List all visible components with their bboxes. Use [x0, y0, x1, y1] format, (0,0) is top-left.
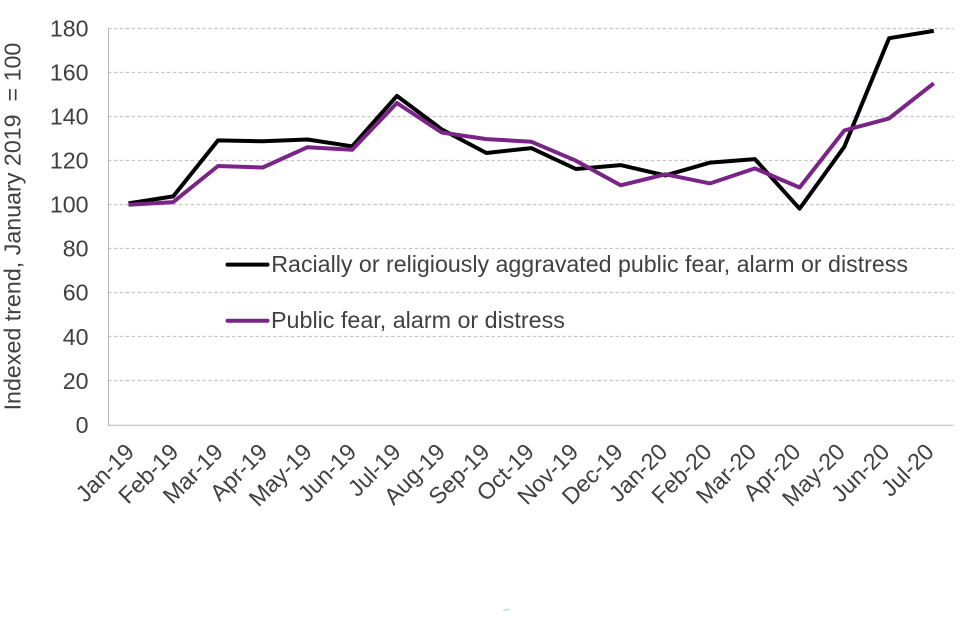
svg-text:Public fear, alarm or distress: Public fear, alarm or distress	[271, 307, 565, 333]
svg-text:40: 40	[63, 324, 89, 350]
svg-text:120: 120	[50, 148, 89, 174]
svg-text:180: 180	[50, 15, 89, 41]
svg-text:Racially or religiously aggrav: Racially or religiously aggravated publi…	[271, 251, 908, 277]
svg-text:0: 0	[76, 412, 89, 438]
svg-text:100: 100	[50, 192, 89, 218]
svg-text:140: 140	[50, 104, 89, 130]
svg-text:160: 160	[50, 60, 89, 86]
svg-text:Indexed trend, January 2019 =: Indexed trend, January 2019 = 100	[0, 43, 26, 411]
svg-text:60: 60	[63, 280, 89, 306]
svg-text:20: 20	[63, 368, 89, 394]
svg-text:80: 80	[63, 236, 89, 262]
